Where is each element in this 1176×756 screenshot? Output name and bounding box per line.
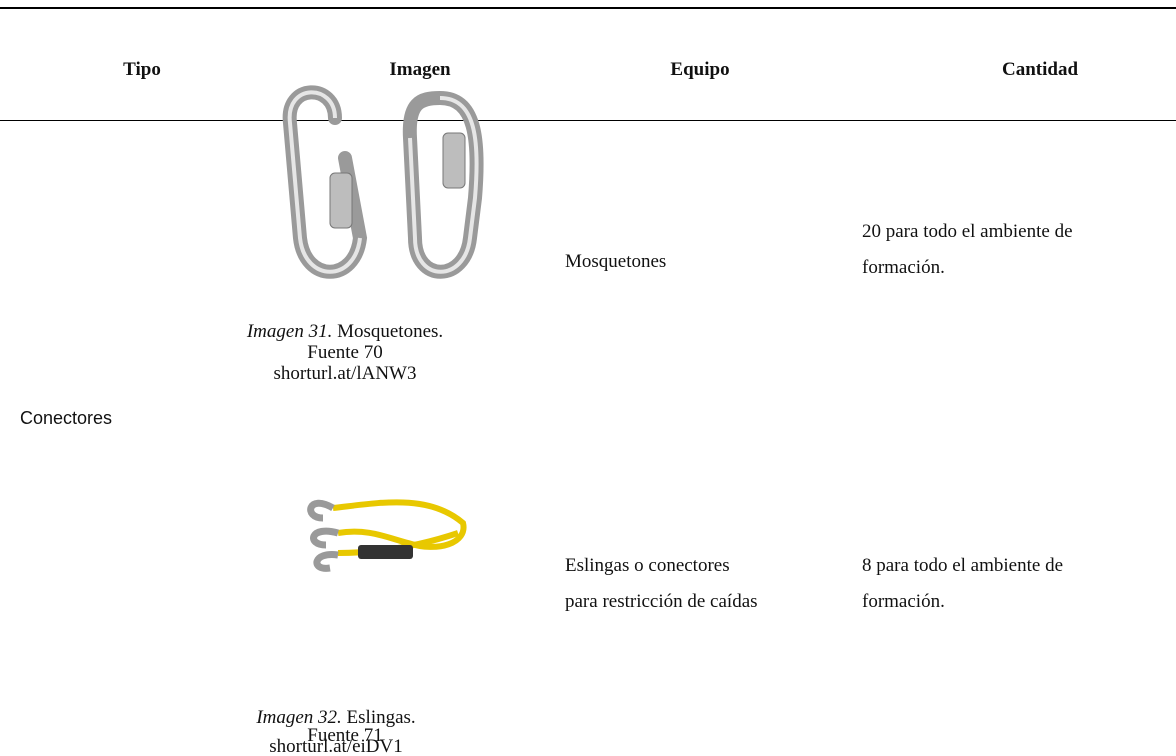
caption-line: Imagen 31. Mosquetones.	[247, 321, 443, 343]
caption-text: Eslingas.	[346, 707, 416, 728]
header-cell: Tipo	[123, 59, 161, 80]
equipo-line: para restricción de caídas	[565, 591, 758, 612]
caption-line: Imagen 32. Eslingas.	[256, 707, 415, 729]
equipo-line: Eslingas o conectores	[565, 555, 730, 576]
header-cell: Equipo	[670, 59, 730, 80]
type-cell: Conectores	[20, 408, 113, 428]
caption-url: shorturl.at/eiDV1	[269, 736, 403, 756]
equipo-cell: Mosquetones	[565, 251, 667, 272]
cantidad-line: formación.	[862, 591, 945, 612]
header-rule	[0, 120, 1176, 121]
caption-label: Imagen 32.	[256, 707, 342, 728]
cantidad-line: formación.	[862, 257, 945, 278]
caption-source: Fuente 70	[307, 342, 383, 363]
caption-label: Imagen 31.	[246, 321, 333, 342]
caption-url: shorturl.at/lANW3	[273, 363, 417, 384]
carabiner-image	[282, 85, 484, 279]
cantidad-line: 20 para todo el ambiente de	[862, 221, 1073, 242]
sling-image	[307, 499, 467, 572]
caption-source: Fuente 71	[307, 725, 383, 746]
cantidad-line: 8 para todo el ambiente de	[862, 555, 1064, 576]
header-cell: Cantidad	[1001, 59, 1079, 80]
top-rule	[0, 7, 1176, 9]
header-cell: Imagen	[389, 59, 451, 80]
caption-text: Mosquetones.	[337, 321, 444, 342]
